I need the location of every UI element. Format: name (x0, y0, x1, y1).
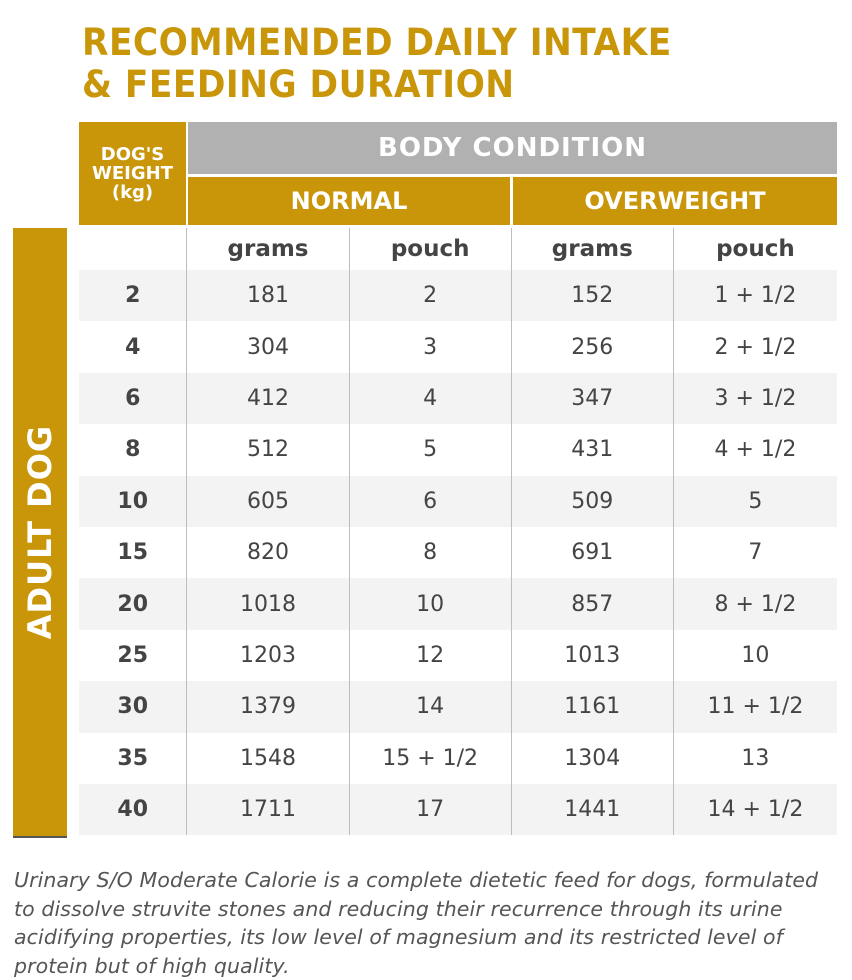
weight-cell: 10 (117, 488, 149, 514)
weight-cell: 8 (125, 437, 141, 463)
value-cell: 5 (672, 475, 837, 527)
value-cell: 1 + 1/2 (672, 270, 837, 322)
value-cell: 8 + 1/2 (672, 578, 837, 630)
weight-cell: 6 (125, 385, 141, 411)
body-condition-header: BODY CONDITION (188, 122, 837, 174)
table-row: 2 181 2 152 1 + 1/2 (79, 270, 837, 322)
weight-header: DOG'S WEIGHT (kg) (79, 122, 186, 225)
value-cell: 11 + 1/2 (672, 681, 837, 733)
weight-header-line: WEIGHT (92, 163, 173, 184)
subheader-cell: pouch (348, 228, 511, 270)
value-cell: 2 (348, 270, 511, 322)
weight-header-line: (kg) (111, 182, 154, 203)
value-cell: 1161 (510, 681, 673, 733)
weight-cell: 25 (117, 642, 149, 668)
overweight-header: OVERWEIGHT (513, 177, 837, 225)
table-row: 25 1203 12 1013 10 (79, 629, 837, 682)
value-cell: 1203 (186, 629, 348, 682)
value-cell: 3 (348, 321, 511, 373)
weight-cell: 20 (117, 591, 149, 617)
value-cell: 1441 (510, 783, 673, 836)
normal-header: NORMAL (188, 177, 510, 225)
subheader-row: grams pouch grams pouch (79, 228, 837, 270)
value-cell: 857 (510, 578, 673, 630)
table-row: 30 1379 14 1161 11 + 1/2 (79, 681, 837, 733)
value-cell: 4 + 1/2 (672, 424, 837, 476)
value-cell: 181 (186, 270, 348, 322)
adult-dog-side-label: ADULT DOG (13, 228, 67, 838)
value-cell: 17 (348, 783, 511, 836)
table-row: 15 820 8 691 7 (79, 526, 837, 579)
value-cell: 1304 (510, 732, 673, 784)
value-cell: 152 (510, 270, 673, 322)
product-description: Urinary S/O Moderate Calorie is a comple… (14, 868, 819, 978)
value-cell: 14 + 1/2 (672, 783, 837, 836)
subheader-cell: grams (510, 228, 673, 270)
value-cell: 1711 (186, 783, 348, 836)
value-cell: 10 (348, 578, 511, 630)
value-cell: 1018 (186, 578, 348, 630)
table-row: 40 1711 17 1441 14 + 1/2 (79, 783, 837, 836)
table-row: 8 512 5 431 4 + 1/2 (79, 424, 837, 476)
value-cell: 512 (186, 424, 348, 476)
value-cell: 304 (186, 321, 348, 373)
weight-cell: 2 (125, 283, 141, 309)
weight-cell: 15 (117, 540, 149, 566)
value-cell: 1548 (186, 732, 348, 784)
subheader-cell (79, 228, 186, 270)
value-cell: 691 (510, 526, 673, 579)
value-cell: 820 (186, 526, 348, 579)
value-cell: 6 (348, 475, 511, 527)
page-title: RECOMMENDED DAILY INTAKE & FEEDING DURAT… (82, 22, 672, 106)
value-cell: 1013 (510, 629, 673, 682)
value-cell: 1379 (186, 681, 348, 733)
value-cell: 13 (672, 732, 837, 784)
weight-cell: 4 (125, 334, 141, 360)
value-cell: 256 (510, 321, 673, 373)
side-label-text: ADULT DOG (21, 424, 59, 640)
value-cell: 7 (672, 526, 837, 579)
weight-header-line: DOG'S (100, 144, 165, 165)
weight-cell: 40 (117, 797, 149, 823)
table-row: 4 304 3 256 2 + 1/2 (79, 321, 837, 373)
subheader-cell: grams (186, 228, 348, 270)
table-row: 10 605 6 509 5 (79, 475, 837, 527)
value-cell: 412 (186, 372, 348, 425)
value-cell: 12 (348, 629, 511, 682)
value-cell: 8 (348, 526, 511, 579)
title-line-1: RECOMMENDED DAILY INTAKE (82, 21, 672, 64)
value-cell: 2 + 1/2 (672, 321, 837, 373)
subheader-cell: pouch (672, 228, 837, 270)
value-cell: 15 + 1/2 (348, 732, 511, 784)
table-row: 20 1018 10 857 8 + 1/2 (79, 578, 837, 630)
weight-cell: 35 (117, 745, 149, 771)
weight-cell: 30 (117, 694, 149, 720)
value-cell: 431 (510, 424, 673, 476)
value-cell: 5 (348, 424, 511, 476)
title-line-2: & FEEDING DURATION (82, 63, 515, 106)
feeding-table: grams pouch grams pouch 2 181 2 152 1 + 1/2 4… (79, 228, 837, 836)
value-cell: 605 (186, 475, 348, 527)
value-cell: 3 + 1/2 (672, 372, 837, 425)
value-cell: 509 (510, 475, 673, 527)
value-cell: 10 (672, 629, 837, 682)
value-cell: 4 (348, 372, 511, 425)
value-cell: 14 (348, 681, 511, 733)
table-row: 6 412 4 347 3 + 1/2 (79, 372, 837, 425)
value-cell: 347 (510, 372, 673, 425)
table-row: 35 1548 15 + 1/2 1304 13 (79, 732, 837, 784)
